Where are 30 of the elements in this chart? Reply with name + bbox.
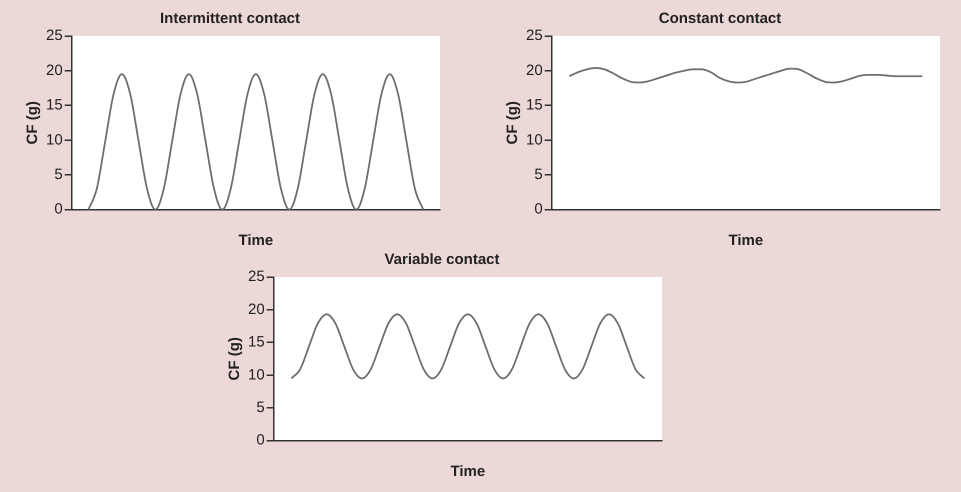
y-axis-title: CF (g) [226,337,244,380]
y-tick-label: 25 [526,27,543,44]
y-tick-label: 10 [46,131,63,148]
y-tick-label: 0 [256,432,265,449]
y-tick-label: 25 [248,268,265,286]
y-tick-label: 10 [248,366,265,384]
y-tick-label: 20 [526,62,543,79]
x-axis-title: Time [728,232,764,250]
y-tick-label: 5 [534,166,543,184]
y-tick-label: 15 [526,96,543,114]
line-series [88,73,424,210]
x-axis-title: Time [450,463,486,480]
y-tick-label: 15 [248,334,265,351]
y-tick-label: 5 [256,399,265,416]
y-tick-label: 20 [248,300,265,318]
x-axis-title: Time [238,232,274,250]
chart-title: Intermittent contact [160,10,300,28]
y-tick-label: 0 [54,200,63,218]
y-tick-label: 0 [534,200,543,218]
line-series [568,67,924,84]
y-tick-label: 20 [46,62,63,79]
line-series [290,313,646,380]
y-axis-title: CF (g) [24,101,42,144]
chart-title: Constant contact [658,10,782,28]
y-axis-title: CF (g) [504,101,522,144]
y-tick-label: 5 [54,166,63,184]
chart-title: Variable contact [384,251,500,268]
y-tick-label: 25 [46,27,63,44]
y-tick-label: 10 [526,131,543,148]
y-tick-label: 15 [46,96,63,114]
